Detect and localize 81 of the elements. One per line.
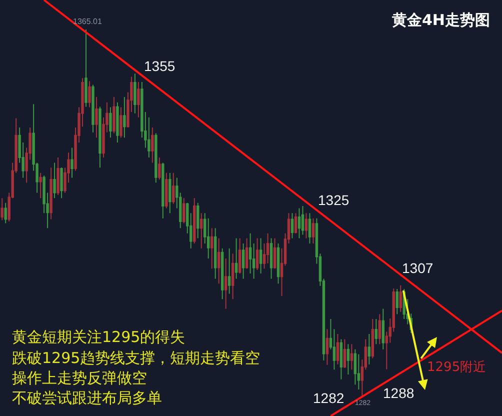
annotation: 1307: [402, 260, 434, 276]
candlestick: [98, 106, 102, 168]
candlestick: [238, 238, 242, 274]
candlestick: [298, 208, 301, 239]
candlestick: [276, 243, 280, 284]
candlestick: [270, 238, 273, 280]
candlestick: [92, 84, 94, 133]
annotation: 1365.01: [73, 17, 102, 26]
candlestick: [234, 238, 238, 280]
candlestick: [123, 96, 126, 138]
candlestick: [50, 167, 52, 220]
candlestick: [378, 314, 381, 345]
candlestick: [56, 156, 60, 196]
candlestick: [162, 162, 164, 219]
candlestick: [245, 238, 248, 270]
candlestick: [220, 248, 224, 300]
candlestick: [165, 172, 168, 209]
candlestick: [196, 202, 200, 239]
candlestick: [88, 80, 91, 108]
annotation: 黄金短期关注1295的得失: [12, 328, 186, 346]
chart-title: 黄金4H走势图: [390, 11, 490, 30]
candlestick: [242, 243, 245, 280]
candlestick: [70, 147, 74, 178]
candlestick: [112, 96, 116, 134]
candlestick: [193, 198, 196, 244]
candlestick: [228, 248, 231, 294]
candlestick: [382, 308, 384, 350]
candlestick: [210, 228, 214, 270]
candlestick: [134, 73, 136, 114]
candlestick: [120, 106, 122, 138]
candlestick: [39, 172, 42, 199]
candlestick: [53, 162, 56, 199]
candlestick: [326, 328, 329, 366]
candlestick: [259, 238, 262, 274]
candlestick: [116, 102, 119, 143]
candlestick: [200, 212, 203, 249]
candlestick: [154, 132, 158, 184]
candlestick: [304, 212, 308, 239]
candlestick: [158, 156, 161, 180]
candlestick: [231, 253, 234, 300]
candlestick: [256, 238, 259, 270]
annotation: 操作上走势反弹做空: [12, 369, 147, 387]
candlestick: [301, 206, 304, 236]
annotation: 1288: [383, 385, 414, 401]
candlestick: [137, 82, 140, 118]
candlestick: [182, 198, 186, 224]
candlestick: [224, 258, 228, 310]
candlestick: [350, 344, 354, 370]
annotation: 跌破1295趋势线支撑，短期走势看空: [12, 349, 260, 367]
candlestick: [354, 348, 357, 386]
candlestick: [308, 212, 312, 244]
candlestick: [217, 238, 220, 284]
annotation: 不破尝试跟进布局多单: [12, 389, 162, 407]
candlestick: [84, 29, 88, 108]
candlestick: [214, 228, 217, 280]
candlestick: [151, 126, 154, 164]
annotation: 1325: [318, 192, 350, 208]
candlestick: [273, 238, 276, 270]
annotation: 1295附近: [427, 360, 486, 375]
candlestick: [340, 338, 343, 380]
candlestick: [4, 202, 7, 224]
candlestick: [312, 218, 315, 244]
candlestick: [371, 318, 374, 359]
candlestick: [60, 167, 63, 199]
candlestick: [357, 354, 360, 390]
candlestick: [172, 172, 175, 204]
annotation: 1282: [313, 390, 344, 406]
candlestick: [346, 344, 350, 376]
candlestick: [336, 333, 340, 365]
candlestick: [368, 333, 371, 365]
candlestick: [290, 212, 294, 239]
candlestick: [294, 212, 298, 234]
candlestick: [109, 106, 112, 138]
candlestick: [396, 288, 398, 315]
candlestick: [95, 96, 98, 138]
candlestick: [374, 318, 378, 345]
candlestick: [168, 172, 172, 214]
candlestick: [399, 284, 402, 312]
candlestick: [0, 198, 4, 221]
annotation: 1355: [144, 58, 176, 74]
candlestick: [343, 338, 346, 368]
